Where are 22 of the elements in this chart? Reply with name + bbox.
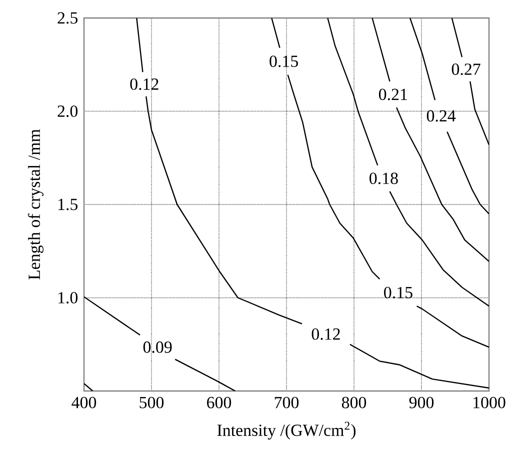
x-axis-title: Intensity /(GW/cm$^{2}$) [217, 422, 356, 440]
series-label: 0.27 [452, 64, 480, 76]
series-label: 0.24 [426, 110, 456, 122]
x-tick-label: 1000 [474, 396, 506, 408]
series-label: 0.09 [143, 341, 172, 353]
series-label: 0.12 [312, 328, 340, 340]
x-tick-label: 400 [72, 396, 96, 408]
text: 0.15 [270, 56, 298, 68]
series-label: 0.15 [384, 286, 412, 298]
x-tick-label: 900 [409, 396, 434, 408]
series-label: 0.21 [378, 88, 407, 100]
x-tick-label: 600 [207, 396, 232, 408]
x-tick-label: 700 [274, 396, 299, 408]
x-tick-label: 500 [140, 396, 164, 408]
y-axis-title: Length of crystal /mm [28, 129, 44, 280]
x-tick-label: 800 [342, 396, 366, 408]
y-tick-label: 1.5 [58, 198, 78, 210]
series-label: 0.18 [370, 172, 398, 184]
y-tick-label: 1.0 [58, 292, 78, 304]
text: 0.12 [130, 78, 158, 90]
y-tick-label: 2.5 [58, 12, 78, 24]
y-tick-label: 2.0 [58, 105, 78, 117]
